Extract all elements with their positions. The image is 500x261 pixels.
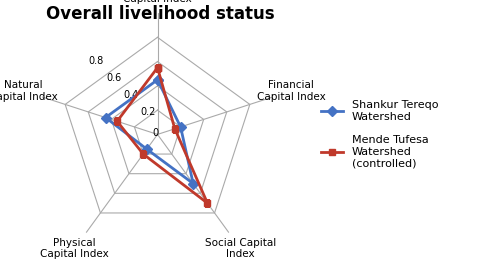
Text: Overall livelihood status: Overall livelihood status: [46, 5, 274, 23]
Line: Shankur Tereqo
Watershed: Shankur Tereqo Watershed: [102, 76, 196, 187]
Mende Tufesa
Watershed
(controlled): [204, 201, 210, 205]
Mende Tufesa
Watershed
(controlled): [114, 120, 120, 123]
Text: 0: 0: [152, 128, 159, 138]
Legend: Shankur Tereqo
Watershed, Mende Tufesa
Watershed
(controlled): Shankur Tereqo Watershed, Mende Tufesa W…: [321, 100, 438, 169]
Mende Tufesa
Watershed
(controlled): [140, 152, 146, 156]
Shankur Tereqo
Watershed: [154, 78, 160, 81]
Shankur Tereqo
Watershed: [102, 116, 108, 119]
Mende Tufesa
Watershed
(controlled): [154, 66, 160, 69]
Mende Tufesa
Watershed
(controlled): [154, 66, 160, 69]
Shankur Tereqo
Watershed: [154, 78, 160, 81]
Mende Tufesa
Watershed
(controlled): [172, 127, 178, 130]
Shankur Tereqo
Watershed: [144, 147, 150, 151]
Shankur Tereqo
Watershed: [190, 182, 196, 185]
Line: Mende Tufesa
Watershed
(controlled): Mende Tufesa Watershed (controlled): [114, 64, 211, 207]
Shankur Tereqo
Watershed: [178, 125, 184, 128]
